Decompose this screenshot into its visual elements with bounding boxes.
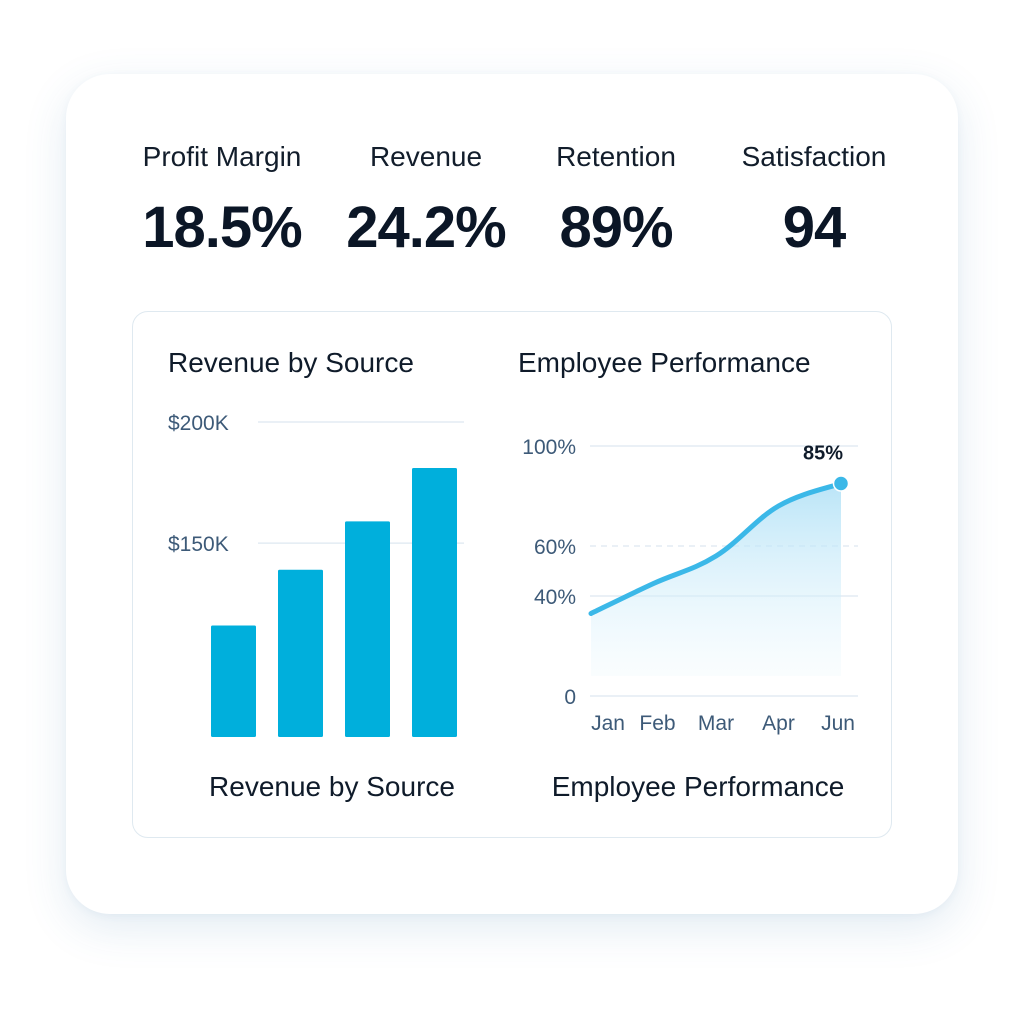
line-y-tick-label: 60% [534, 536, 576, 559]
kpi-revenue: Revenue 24.2% [326, 140, 526, 260]
line-y-tick-label: 0 [564, 686, 576, 709]
kpi-label: Retention [556, 141, 676, 172]
bar-A [211, 625, 256, 737]
line-data-label: 85% [803, 443, 843, 465]
kpi-value: 18.5% [142, 195, 302, 260]
line-x-tick-label: Feb [639, 712, 675, 735]
kpi-label: Revenue [369, 141, 483, 172]
line-point-Jun [832, 475, 850, 492]
bar-chart-caption: Revenue by Source [209, 771, 455, 802]
line-chart-title: Employee Performance [518, 347, 811, 378]
kpi-label: Satisfaction [741, 141, 887, 172]
kpi-profit-margin: Profit Margin 18.5% [122, 140, 322, 260]
line-y-tick-label: 100% [522, 436, 576, 459]
kpi-satisfaction: Satisfaction 94 [714, 140, 914, 260]
line-x-tick-label: Apr [762, 712, 795, 735]
line-x-tick-label: Mar [698, 712, 734, 735]
bar-y-tick-label: $150K [168, 533, 229, 556]
line-chart: 100% 60% 40% 0 85% Jan Feb Mar Apr Jun [522, 436, 858, 735]
kpi-value: 24.2% [346, 195, 506, 260]
line-y-tick-label: 40% [534, 586, 576, 609]
line-x-tick-label: Jan [591, 712, 625, 735]
bar-D [412, 468, 457, 737]
line-series [588, 481, 844, 616]
bar-y-tick-label: $200K [168, 412, 229, 435]
kpi-label: Profit Margin [142, 141, 302, 172]
line-chart-caption: Employee Performance [552, 771, 845, 802]
bar-chart: $200K $150K [168, 412, 464, 737]
bar-B [278, 569, 323, 737]
line-x-tick-label: Jun [821, 712, 855, 735]
bar-C [345, 521, 390, 737]
kpi-retention: Retention 89% [516, 140, 716, 260]
kpi-value: 94 [782, 195, 847, 260]
kpi-value: 89% [559, 195, 673, 260]
line-area-fill [591, 483, 841, 676]
bar-chart-title: Revenue by Source [168, 347, 414, 378]
